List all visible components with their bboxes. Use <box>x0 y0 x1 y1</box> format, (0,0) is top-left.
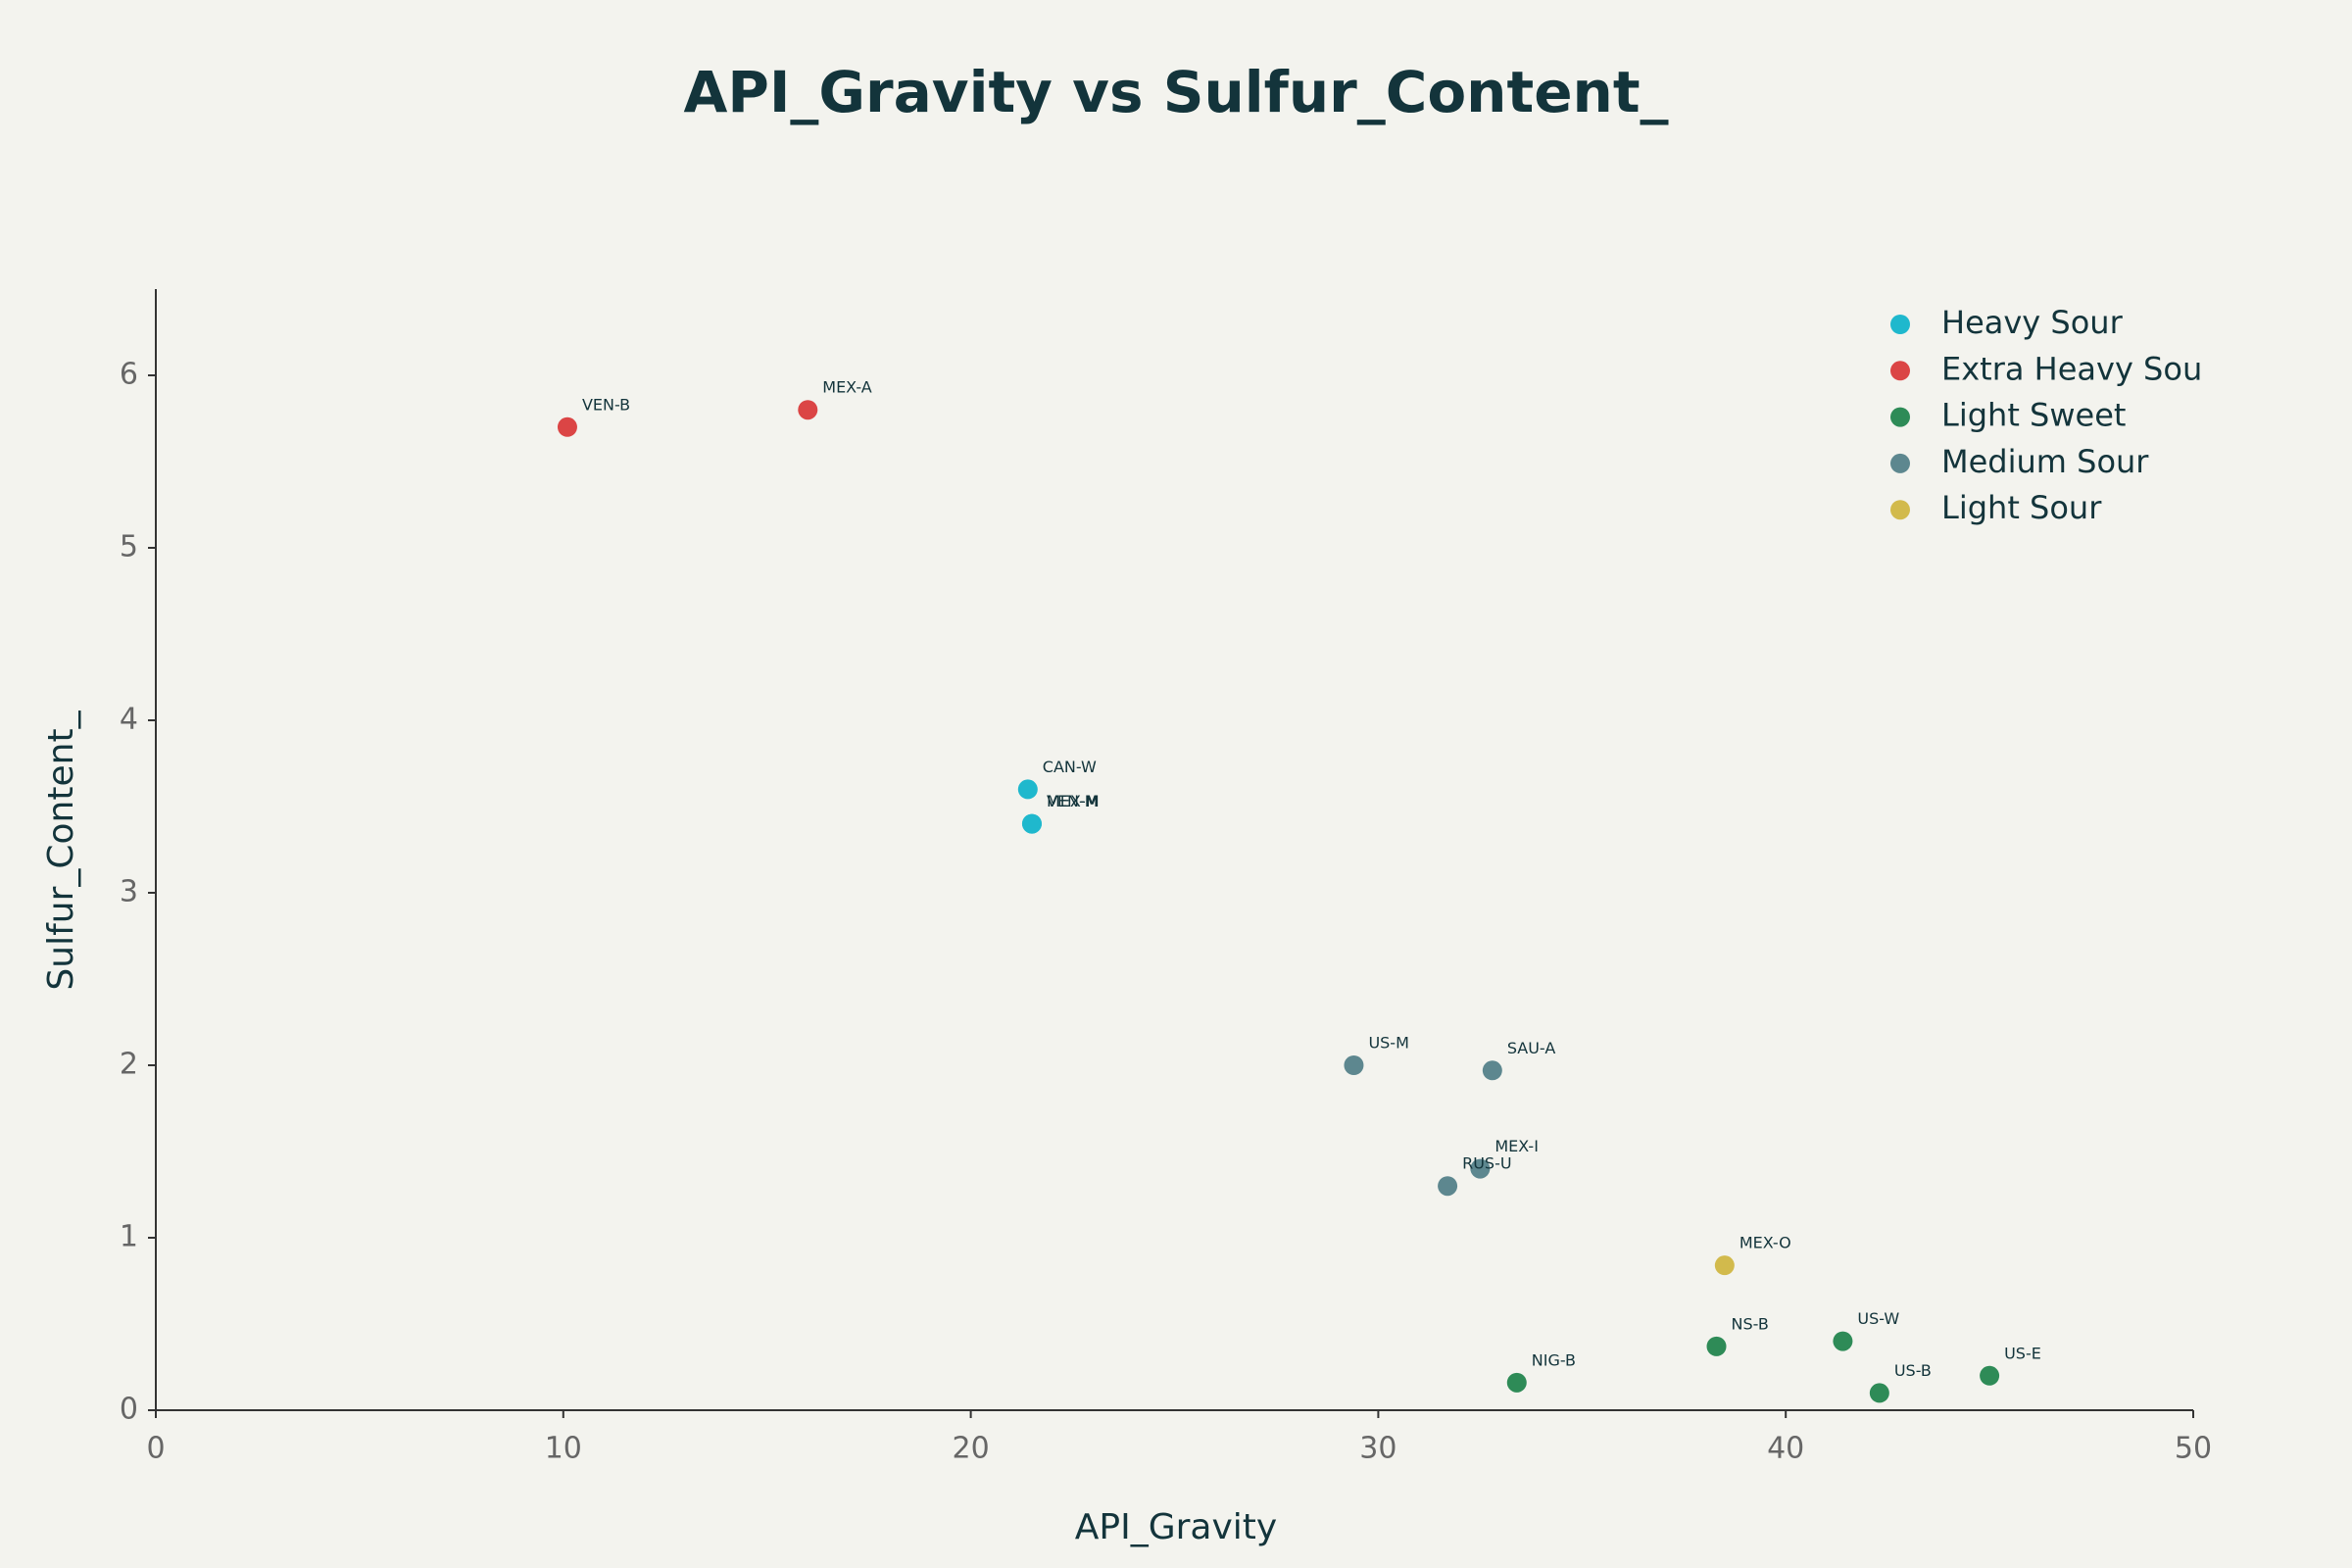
point <box>1706 1336 1727 1356</box>
point-label: CAN-W <box>1043 758 1097 776</box>
legend-marker <box>1890 407 1910 427</box>
point-label: MEX-A <box>822 378 872 397</box>
y-tick-label: 5 <box>120 530 138 564</box>
point-label: US-B <box>1894 1361 1932 1380</box>
point-label: MEX-I <box>1494 1137 1539 1155</box>
point <box>557 416 577 437</box>
point <box>1021 813 1042 834</box>
point <box>1438 1176 1458 1197</box>
x-axis-title: API_Gravity <box>1075 1507 1277 1547</box>
point-label: US-M <box>1368 1034 1408 1053</box>
point-label: NIG-B <box>1532 1350 1576 1369</box>
legend-label: Heavy Sour <box>1941 304 2124 341</box>
legend-marker <box>1890 315 1910 334</box>
point <box>1344 1055 1364 1075</box>
legend-label: Medium Sour <box>1941 443 2149 480</box>
x-tick-label: 0 <box>146 1432 165 1466</box>
y-tick-label: 1 <box>120 1220 138 1254</box>
legend-marker <box>1890 361 1910 381</box>
point-label: NS-B <box>1732 1314 1769 1333</box>
x-tick-label: 10 <box>545 1432 582 1466</box>
point-label: VEN-M <box>1047 792 1099 810</box>
point-label: SAU-A <box>1507 1039 1556 1057</box>
point-label: RUS-U <box>1462 1154 1511 1173</box>
point <box>1980 1365 2000 1386</box>
point <box>798 400 818 420</box>
point <box>1470 1158 1491 1179</box>
y-tick-label: 6 <box>120 358 138 392</box>
point-label: VEN-B <box>582 395 630 414</box>
y-tick-label: 3 <box>120 875 138 909</box>
legend-marker <box>1890 453 1910 473</box>
x-tick-label: 50 <box>2175 1432 2212 1466</box>
point <box>1482 1060 1502 1081</box>
point-label: MEX-M <box>1047 792 1100 810</box>
point <box>1833 1331 1853 1351</box>
chart-title: API_Gravity vs Sulfur_Content_ <box>683 59 1668 125</box>
legend-label: Light Sweet <box>1941 397 2126 434</box>
legend-label: Light Sour <box>1941 489 2102 526</box>
x-tick-label: 40 <box>1767 1432 1804 1466</box>
legend-marker <box>1890 500 1910 520</box>
point <box>1506 1372 1527 1393</box>
y-tick-label: 2 <box>120 1048 138 1082</box>
y-tick-label: 4 <box>120 703 138 737</box>
point <box>1714 1255 1735 1276</box>
y-tick-label: 0 <box>120 1393 138 1427</box>
x-tick-label: 30 <box>1359 1432 1396 1466</box>
legend-label: Extra Heavy Sou <box>1941 350 2202 387</box>
point <box>1017 779 1038 800</box>
y-axis-title: Sulfur_Content_ <box>41 710 81 990</box>
point-label: MEX-O <box>1740 1234 1791 1252</box>
point-label: US-E <box>2004 1344 2041 1362</box>
point-label: US-W <box>1857 1309 1899 1328</box>
x-tick-label: 20 <box>953 1432 990 1466</box>
point <box>1869 1383 1889 1403</box>
